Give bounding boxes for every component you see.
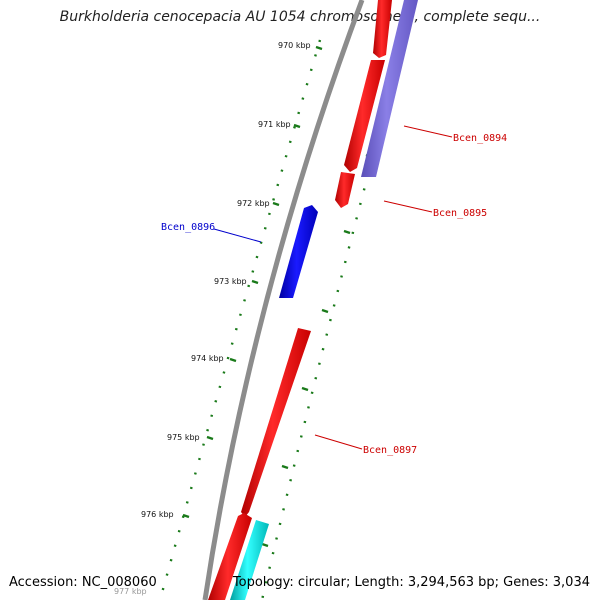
leader-line-bcen-0896 [213,228,262,243]
gene-label-bcen-0897[interactable]: Bcen_0897 [363,445,417,456]
leader-line-bcen-0895 [383,200,433,213]
tick-label: 973 kbp [214,277,247,286]
tick-label: 974 kbp [191,354,224,363]
accession-text: Accession: NC_008060 [9,575,157,590]
gene-feature-bcen-0894[interactable] [344,60,385,172]
gene-label-bcen-0894[interactable]: Bcen_0894 [453,133,507,144]
tick-label: 970 kbp [278,41,311,50]
gene-feature-cyan[interactable] [230,520,269,600]
map-title: Burkholderia cenocepacia AU 1054 chromos… [59,9,541,25]
tick-label: 972 kbp [237,199,270,208]
gene-feature-bcen-0895[interactable] [335,172,355,208]
gene-label-bcen-0896[interactable]: Bcen_0896 [161,222,215,233]
tick-label: 971 kbp [258,120,291,129]
backbone-arc [202,0,365,600]
leader-line-bcen-0894 [403,125,453,138]
gene-feature-forward[interactable] [208,513,252,600]
sequence-summary-text: Topology: circular; Length: 3,294,563 bp… [232,575,590,590]
gene-feature-bcen-0896[interactable] [279,205,318,298]
gene-feature-forward[interactable] [373,0,392,58]
leader-line-bcen-0897 [314,434,363,450]
gene-label-bcen-0895[interactable]: Bcen_0895 [433,208,487,219]
tick-label: 975 kbp [167,433,200,442]
tick-label: 977 kbp [114,587,147,596]
tick-dotted-arc-outer [260,0,417,600]
major-ticks-inner [182,45,323,519]
gene-feature-purple[interactable] [361,0,418,177]
gene-feature-bcen-0897[interactable] [241,328,311,517]
tick-label: 976 kbp [141,510,174,519]
